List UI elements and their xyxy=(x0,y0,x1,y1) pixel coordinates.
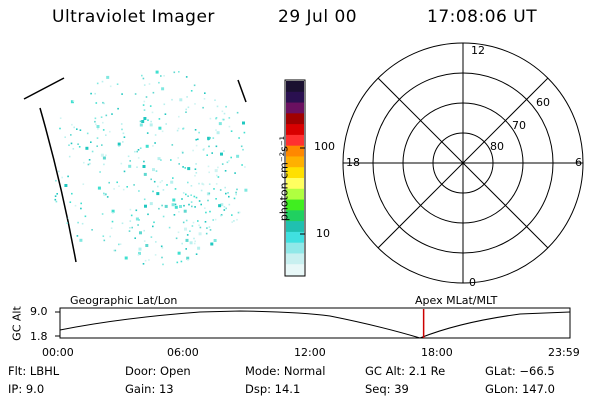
timeline-frame xyxy=(59,307,571,339)
ip-info: IP: 9.0 xyxy=(8,382,45,396)
door-info: Door: Open xyxy=(125,364,191,378)
colorbar-swatch xyxy=(286,178,304,190)
colorbar-swatch xyxy=(286,188,304,201)
mlt-label-12: 12 xyxy=(471,44,485,57)
colorbar-swatch xyxy=(286,221,304,233)
mlt-label-18: 18 xyxy=(346,156,360,169)
colorbar-swatch xyxy=(286,113,304,125)
dsp-info: Dsp: 14.1 xyxy=(245,382,301,396)
timeline-right-title: Apex MLat/MLT xyxy=(415,294,498,307)
geographic-image-panel xyxy=(23,70,248,266)
lat-label-70: 70 xyxy=(512,119,526,132)
colorbar-swatch xyxy=(286,134,304,147)
colorbar-unit-label: photon cm⁻²s⁻¹ xyxy=(277,135,291,222)
colorbar-swatch xyxy=(286,81,304,93)
aurora-speckles xyxy=(54,70,248,266)
colorbar-swatch xyxy=(286,145,304,157)
colorbar-swatch xyxy=(286,102,304,114)
image-boundary-left xyxy=(39,107,77,263)
mlt-label-0: 0 xyxy=(469,276,476,289)
gc-alt-info: GC Alt: 2.1 Re xyxy=(365,364,446,378)
instrument-title: Ultraviolet Imager xyxy=(52,7,215,27)
lat-label-80: 80 xyxy=(490,140,504,153)
colorbar xyxy=(284,79,306,277)
date-label: 29 Jul 00 xyxy=(278,7,358,27)
lat-label-60: 60 xyxy=(536,96,550,109)
seq-info: Seq: 39 xyxy=(365,382,409,396)
timeline-xtick-2359: 23:59 xyxy=(548,346,580,359)
filter-info: Flt: LBHL xyxy=(8,364,60,378)
gain-info: Gain: 13 xyxy=(125,382,174,396)
altitude-curve xyxy=(59,310,571,339)
mode-info: Mode: Normal xyxy=(245,364,326,378)
glon-info: GLon: 147.0 xyxy=(485,382,555,396)
colorbar-swatch xyxy=(286,91,304,104)
polar-diagonal-2 xyxy=(377,77,549,249)
timeline-ytick-9: 9.0 xyxy=(30,305,48,318)
colorbar-tick-10: 10 xyxy=(316,227,330,240)
colorbar-swatch xyxy=(286,124,304,136)
colorbar-swatch xyxy=(286,231,304,244)
colorbar-swatch xyxy=(286,199,304,211)
glat-info: GLat: −66.5 xyxy=(485,364,555,378)
polar-plot xyxy=(342,42,584,284)
image-boundary-top-right xyxy=(237,79,247,103)
timeline-y-label: GC Alt xyxy=(10,306,24,341)
colorbar-swatch xyxy=(286,167,304,179)
image-boundary-top-left xyxy=(23,77,65,100)
colorbar-swatch xyxy=(286,253,304,265)
colorbar-swatch xyxy=(286,242,304,254)
timeline-plot xyxy=(55,307,571,339)
timeline-xtick-0000: 00:00 xyxy=(42,346,74,359)
colorbar-swatch xyxy=(286,156,304,168)
timeline-xtick-1200: 12:00 xyxy=(294,346,326,359)
time-label: 17:08:06 UT xyxy=(427,7,538,27)
colorbar-swatch xyxy=(286,264,304,276)
colorbar-tick-100: 100 xyxy=(314,140,335,153)
mlt-label-6: 6 xyxy=(575,156,582,169)
timeline-ytick-1-8: 1.8 xyxy=(30,330,48,343)
colorbar-swatch xyxy=(286,210,304,222)
timeline-left-title: Geographic Lat/Lon xyxy=(70,294,178,307)
timeline-xtick-1800: 18:00 xyxy=(421,346,453,359)
timeline-xtick-0600: 06:00 xyxy=(167,346,199,359)
